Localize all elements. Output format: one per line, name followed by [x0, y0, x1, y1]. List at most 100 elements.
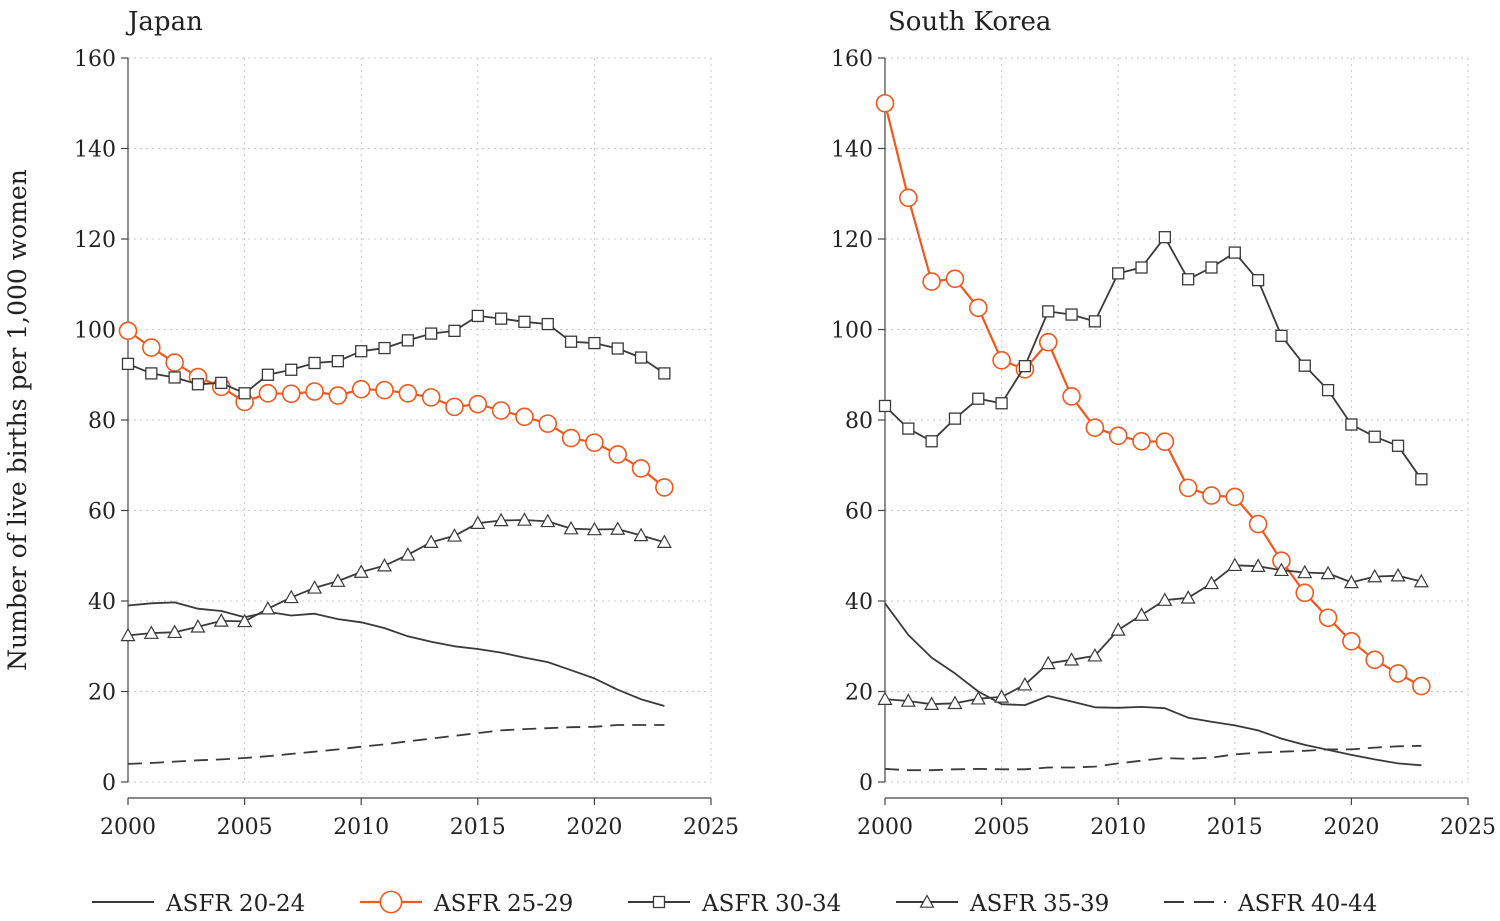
data-point	[538, 414, 558, 433]
data-point	[378, 341, 391, 355]
data-point	[1158, 231, 1171, 244]
data-point	[634, 351, 648, 364]
series-asfr-20-24	[127, 601, 665, 707]
data-point	[563, 520, 579, 535]
data-point	[1295, 583, 1315, 603]
x-tick-label: 2005	[974, 815, 1030, 840]
data-point	[1065, 308, 1078, 321]
data-point	[1275, 329, 1288, 342]
data-point	[191, 378, 205, 391]
data-point	[1318, 608, 1338, 628]
data-point	[585, 433, 604, 452]
data-point	[900, 693, 916, 707]
data-point	[1064, 652, 1080, 666]
data-point	[1062, 387, 1081, 406]
y-tick-label: 60	[88, 500, 116, 525]
data-point	[375, 380, 394, 400]
data-point	[1228, 246, 1241, 259]
series-asfr-30-34	[121, 309, 671, 400]
data-point	[353, 564, 369, 578]
data-point	[992, 350, 1011, 370]
data-point	[658, 367, 671, 380]
data-point	[167, 624, 183, 639]
data-point	[1018, 360, 1032, 373]
data-point	[1345, 418, 1358, 431]
data-point	[398, 384, 418, 403]
y-tick-label: 160	[74, 47, 116, 72]
legend-label: ASFR 30-34	[701, 891, 841, 917]
data-point	[516, 512, 532, 526]
data-point	[471, 309, 484, 323]
data-point	[902, 422, 915, 435]
data-point	[1413, 573, 1429, 588]
data-point	[1368, 430, 1381, 443]
data-point	[446, 528, 462, 542]
data-point	[1251, 274, 1265, 287]
series-asfr-35-39	[120, 512, 672, 642]
data-point	[1132, 431, 1151, 451]
legend-label: ASFR 40-44	[1237, 891, 1377, 917]
data-point	[1108, 426, 1128, 446]
data-point	[307, 580, 323, 594]
data-point	[421, 388, 441, 407]
data-point	[165, 353, 184, 372]
legend-label: ASFR 25-29	[433, 891, 573, 917]
data-point	[401, 334, 414, 347]
data-point	[1343, 574, 1359, 589]
data-point	[1085, 418, 1105, 437]
data-point	[281, 384, 301, 404]
series-line-asfr-40-44	[884, 744, 1422, 772]
data-point	[561, 428, 581, 448]
data-point	[656, 534, 672, 548]
data-point	[1178, 478, 1198, 498]
data-point	[631, 459, 651, 478]
legend-item: ASFR 20-24	[92, 891, 305, 917]
data-point	[331, 355, 345, 368]
y-tick-label: 140	[74, 138, 116, 163]
data-point	[423, 534, 439, 548]
data-point	[1180, 590, 1196, 604]
legend-marker	[652, 895, 666, 909]
series-line-asfr-40-44	[127, 724, 665, 765]
data-point	[1203, 575, 1219, 590]
data-point	[994, 689, 1010, 703]
y-tick-label: 100	[831, 319, 873, 344]
data-point	[1017, 676, 1033, 691]
data-point	[608, 445, 628, 464]
legend-item: ASFR 40-44	[1164, 891, 1377, 917]
data-point	[1088, 315, 1102, 328]
data-point	[1227, 557, 1243, 572]
data-point	[328, 386, 348, 405]
data-point	[118, 321, 138, 341]
data-point	[924, 696, 940, 710]
data-point	[120, 627, 136, 642]
data-point	[400, 547, 416, 561]
y-tick-label: 100	[74, 319, 116, 344]
data-point	[945, 269, 965, 289]
data-point	[470, 515, 486, 529]
data-point	[1342, 631, 1361, 651]
data-point	[1320, 565, 1336, 580]
data-point	[1415, 473, 1428, 486]
legend-marker	[379, 890, 403, 914]
data-point	[448, 324, 461, 338]
data-point	[261, 368, 275, 381]
data-point	[1248, 514, 1268, 534]
data-point	[1298, 359, 1311, 372]
data-point	[1367, 568, 1383, 583]
data-point	[1321, 383, 1335, 397]
data-point	[1042, 305, 1055, 318]
legend-item: ASFR 25-29	[360, 890, 573, 917]
x-tick-label: 2010	[333, 815, 389, 840]
y-tick-label: 80	[88, 409, 116, 434]
data-point	[875, 93, 895, 113]
legend-item: ASFR 30-34	[628, 891, 841, 917]
legend-label: ASFR 35-39	[969, 891, 1109, 917]
data-point	[260, 600, 276, 615]
data-point	[355, 345, 368, 358]
panel-japan: Japan 0 20 40 60 80 100 120 140 160 2000 2005 2010 20…	[74, 7, 739, 840]
data-point	[491, 401, 511, 420]
data-point	[610, 521, 626, 535]
data-point	[540, 513, 556, 528]
data-point	[305, 382, 324, 401]
